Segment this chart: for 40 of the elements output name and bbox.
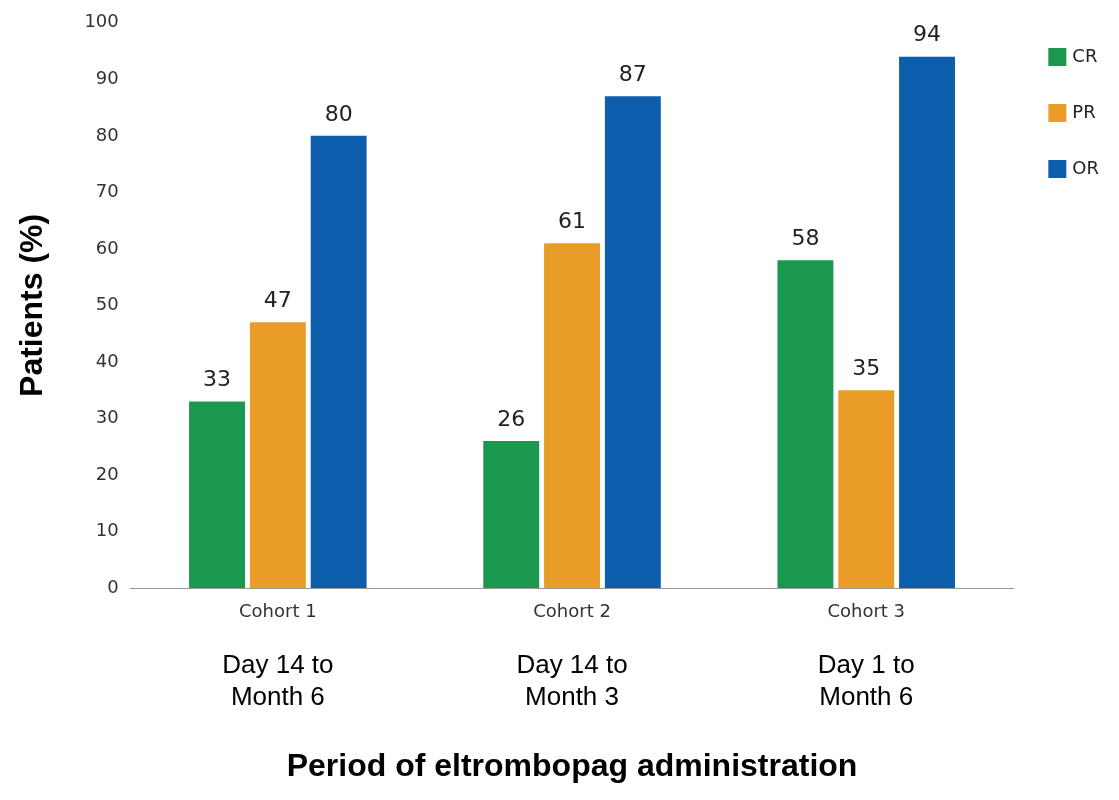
text: Day 14 to Month 6 xyxy=(222,649,334,712)
legend-label: OR xyxy=(1072,156,1100,178)
x-tick-label: Cohort 1 xyxy=(239,600,317,622)
y-tick-label: 20 xyxy=(95,462,119,484)
x-tick-label: Cohort 2 xyxy=(533,600,611,622)
y-axis-title: Patients (%) xyxy=(13,213,50,397)
y-tick-label: 100 xyxy=(84,10,119,32)
y-tick-label: 90 xyxy=(95,66,119,88)
bar xyxy=(838,390,895,588)
text: Day 1 to Month 6 xyxy=(817,649,915,712)
y-tick-label: 0 xyxy=(107,575,119,597)
y-tick-label: 80 xyxy=(95,123,119,145)
data-label: 58 xyxy=(791,224,820,250)
data-label: 33 xyxy=(203,366,232,392)
y-tick-label: 50 xyxy=(95,293,119,315)
legend-label: PR xyxy=(1072,100,1096,122)
data-label: 87 xyxy=(618,60,647,86)
bar xyxy=(483,441,540,588)
y-tick-label: 30 xyxy=(95,406,119,428)
y-tick-label: 40 xyxy=(95,349,119,371)
bar xyxy=(189,401,246,588)
bar xyxy=(310,135,367,588)
bar xyxy=(604,96,661,588)
data-label: 94 xyxy=(913,21,942,47)
bar xyxy=(249,322,306,588)
x-axis-title: Period of eltrombopag administration xyxy=(286,746,858,783)
text: Day 14 to Month 3 xyxy=(516,649,628,712)
data-label: 61 xyxy=(558,207,587,233)
y-tick-label: 70 xyxy=(95,180,119,202)
x-tick-label: Cohort 3 xyxy=(827,600,906,622)
data-label: 80 xyxy=(324,100,353,126)
data-label: 26 xyxy=(497,405,526,431)
data-label: 35 xyxy=(852,354,881,380)
y-tick-label: 60 xyxy=(95,236,119,258)
bar xyxy=(544,243,601,588)
y-tick-label: 10 xyxy=(95,519,119,541)
bar xyxy=(777,260,834,588)
bar xyxy=(899,56,955,588)
legend-label: CR xyxy=(1072,44,1098,66)
data-label: 47 xyxy=(263,287,292,313)
